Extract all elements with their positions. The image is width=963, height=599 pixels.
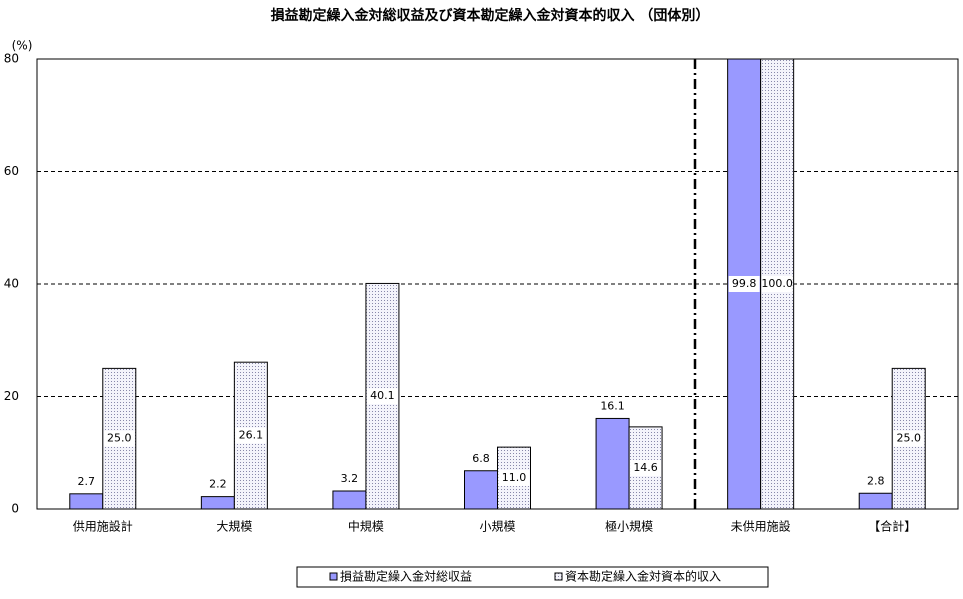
y-tick-label: 20 (4, 389, 19, 403)
chart-title: 損益勘定繰入金対総収益及び資本勘定繰入金対資本的収入 （団体別） (271, 7, 710, 24)
x-tick-label: 小規模 (479, 519, 515, 534)
y-axis-label: (%) (12, 39, 33, 53)
data-label: 40.1 (370, 389, 395, 402)
label-bg (761, 276, 793, 292)
x-tick-label: 【合計】 (868, 519, 916, 534)
bar (858, 492, 893, 510)
data-label: 11.0 (502, 471, 527, 484)
data-label: 6.8 (472, 452, 490, 465)
bar (69, 493, 104, 510)
data-label: 2.7 (78, 475, 96, 488)
legend-label: 損益勘定繰入金対総収益 (340, 569, 472, 584)
label-bg (103, 430, 135, 447)
data-label: 2.2 (209, 478, 227, 491)
y-tick-label: 0 (11, 502, 19, 516)
plot-border (36, 58, 959, 510)
y-tick-label: 80 (4, 52, 19, 66)
data-label: 26.1 (239, 429, 264, 442)
x-tick-label: 極小規模 (605, 519, 653, 534)
legend-swatch (329, 572, 338, 581)
x-tick-label: 供用施設計 (73, 519, 133, 534)
data-label: 16.1 (600, 399, 625, 412)
bar (200, 496, 235, 510)
label-bg (235, 427, 267, 444)
data-label: 2.8 (867, 474, 885, 487)
bar (332, 490, 367, 510)
x-tick-label: 大規模 (216, 519, 252, 534)
bar (595, 417, 630, 510)
y-tick-label: 40 (4, 277, 19, 291)
bar (464, 470, 498, 510)
legend (296, 566, 769, 588)
data-label: 100.0 (761, 277, 793, 290)
label-bg (630, 459, 662, 476)
data-label: 25.0 (107, 432, 132, 445)
label-bg (498, 470, 530, 487)
bar (727, 59, 762, 510)
legend-swatch (554, 572, 563, 581)
label-bg (366, 388, 398, 405)
label-bg (893, 430, 925, 447)
data-label: 99.8 (732, 277, 757, 290)
data-label: 3.2 (341, 472, 359, 485)
data-label: 25.0 (896, 432, 921, 445)
y-tick-label: 60 (4, 164, 19, 178)
x-tick-label: 未供用施設 (731, 519, 791, 534)
legend-label: 資本勘定繰入金対資本的収入 (565, 569, 721, 584)
x-tick-label: 中規模 (348, 519, 384, 534)
bar (760, 59, 795, 510)
data-label: 14.6 (633, 461, 658, 474)
label-bg (728, 276, 760, 292)
